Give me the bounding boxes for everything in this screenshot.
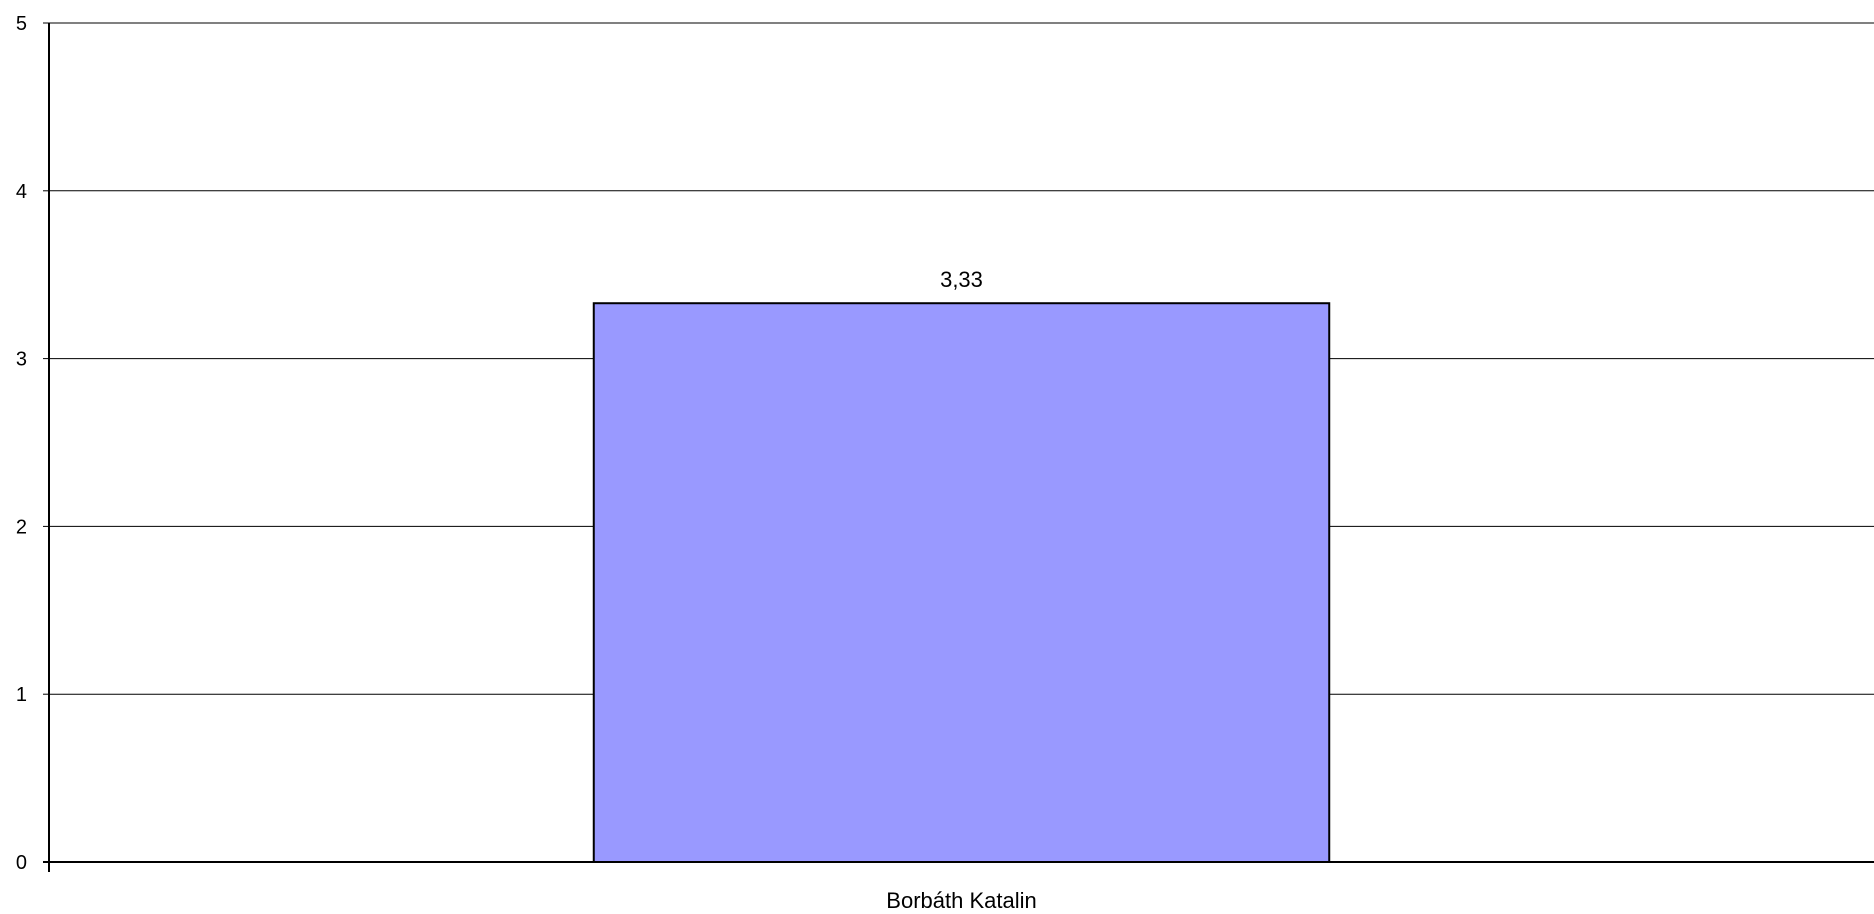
bars <box>592 302 1331 863</box>
y-tick-label: 1 <box>16 684 27 706</box>
y-tick-label: 3 <box>16 349 27 371</box>
y-tick-label: 4 <box>16 181 27 203</box>
bar <box>592 302 1331 863</box>
axes <box>43 22 1874 872</box>
y-tick-label: 2 <box>16 516 27 538</box>
data-label: 3,33 <box>940 267 983 292</box>
labels: 0 1 2 3 4 5 3,33 Borbáth Katalin <box>16 13 1037 913</box>
x-category-label: Borbáth Katalin <box>886 888 1036 913</box>
y-tick-label: 5 <box>16 13 27 35</box>
y-tick-label: 0 <box>16 852 27 874</box>
